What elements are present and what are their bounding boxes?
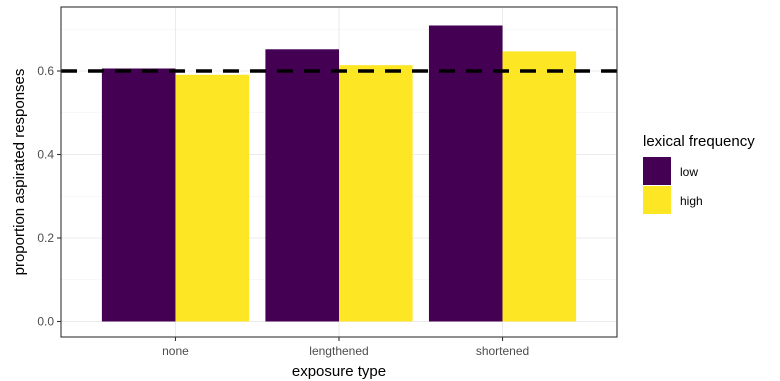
legend-title: lexical frequency xyxy=(643,133,755,150)
legend: lexical frequency low high xyxy=(643,133,755,214)
x-tick-label: shortened xyxy=(476,344,529,358)
x-axis: none lengthened shortened xyxy=(162,337,529,358)
legend-swatch-low xyxy=(643,157,671,185)
x-tick-label: none xyxy=(162,344,189,358)
bar-high-none xyxy=(175,74,250,322)
x-tick-label: lengthened xyxy=(309,344,368,358)
bar-low-shortened xyxy=(428,25,503,322)
bar-high-lengthened xyxy=(339,65,413,322)
bar-low-lengthened xyxy=(265,49,339,322)
bar-low-none xyxy=(101,68,176,322)
y-tick-label: 0.6 xyxy=(37,64,54,78)
bar-high-shortened xyxy=(502,51,577,322)
bars xyxy=(101,25,577,322)
x-axis-title: exposure type xyxy=(292,363,386,380)
legend-label-high: high xyxy=(680,194,703,208)
y-axis-title: proportion aspirated responses xyxy=(11,69,28,276)
y-axis: 0.0 0.2 0.4 0.6 xyxy=(37,64,61,329)
y-tick-label: 0.0 xyxy=(37,315,54,329)
y-tick-label: 0.4 xyxy=(37,148,54,162)
y-tick-label: 0.2 xyxy=(37,231,54,245)
legend-label-low: low xyxy=(680,165,698,179)
legend-swatch-high xyxy=(643,186,671,214)
